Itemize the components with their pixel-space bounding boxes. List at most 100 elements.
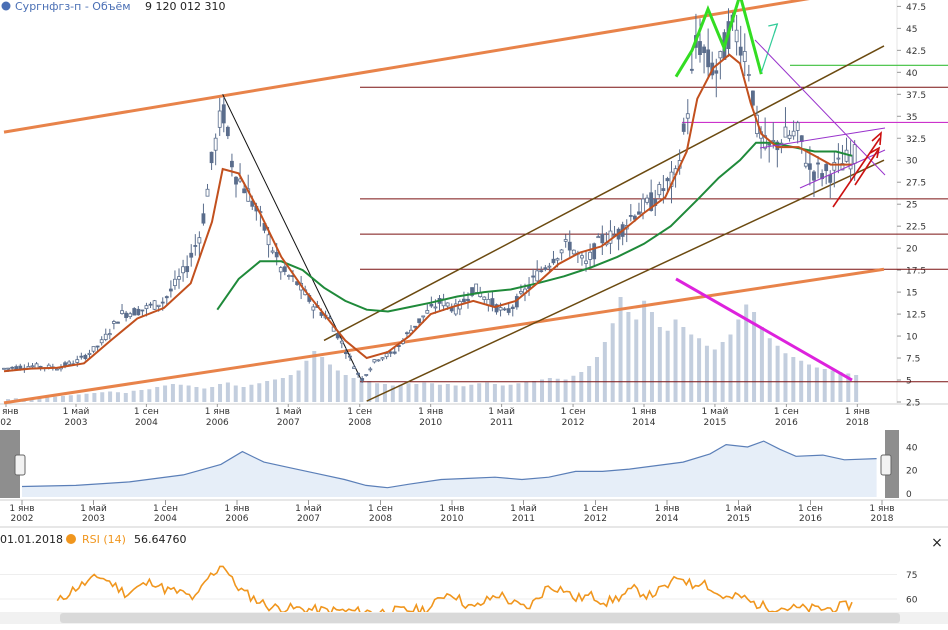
volume-bar [155,387,160,402]
candle-body [470,287,474,296]
drawings-group [674,0,886,208]
candle-body [417,318,422,323]
y-tick-label: 42.5 [906,47,926,57]
navigator-x-label: 1 май [510,504,537,514]
volume-bar [367,381,372,402]
rsi-marker-icon [66,534,76,544]
candle-body [433,306,438,309]
candle-body [242,188,247,194]
candle-body [502,308,507,311]
candle-body [832,162,837,171]
volume-bar [469,384,474,402]
candle-body [140,309,145,312]
candle-body [543,267,548,270]
volume-bar [320,357,325,402]
y-tick-label: 7.5 [906,355,920,365]
volume-bar [422,382,427,402]
candle-body [588,251,593,260]
volume-bar [68,395,73,402]
rsi-value-label: 56.64760 [134,533,187,546]
lower-brown-channel-line [366,159,885,402]
candle-body [628,215,633,217]
lower-orange-trendline [3,267,885,405]
candle-body [844,149,849,162]
candle-body [335,333,340,339]
candle-body [55,368,59,371]
candle-body [99,339,104,344]
violet-wedge-mid-line [759,127,886,149]
candle-body [742,51,747,62]
navigator-area-fill [22,441,877,497]
red-arrow-line [832,137,881,208]
y-tick-label: 47.5 [906,3,926,13]
candle-body [510,306,515,309]
candle-body [795,122,800,131]
candle-body [567,241,572,251]
navigator-right-handle[interactable] [880,454,892,476]
red-arrow-head-2 [869,146,881,159]
x-axis-label: 1 май [63,407,90,417]
candle-body [205,188,210,197]
x-axis-label: 02 [0,418,11,428]
candle-body [498,307,503,311]
candle-body [596,236,601,239]
close-icon[interactable]: × [931,535,943,551]
volume-bar [618,297,623,402]
volume-bar [846,373,851,402]
price-candles-group [2,8,857,383]
candle-body [384,353,389,358]
violet-wedge-lower-line [799,149,886,189]
candle-body [181,266,185,274]
candle-body [559,249,564,254]
x-axis-label: 2007 [277,418,300,428]
scrollbar-thumb[interactable] [60,613,900,623]
volume-bar [665,330,670,402]
y-tick-label: 25 [906,201,917,211]
candle-body [600,233,605,244]
candle-body [168,288,173,292]
teal-arrow-head [768,23,779,34]
candle-body [645,197,649,203]
volume-bar [736,319,741,402]
candle-body [836,157,841,160]
candle-body [103,333,108,340]
candle-body [270,250,275,253]
candle-body [547,265,552,268]
volume-bar [555,378,560,402]
candle-body [368,368,373,371]
trend-lines-group [3,0,885,405]
candle-body [425,310,430,314]
candle-body [356,372,361,375]
volume-bar [257,383,262,402]
volume-bar [273,379,278,402]
navigator-right-handle-area[interactable] [885,430,899,498]
candle-body [824,164,829,172]
volume-bar [453,385,458,402]
volume-bar [288,375,293,402]
volume-bar [178,384,183,402]
candle-body [234,176,238,185]
candle-body [380,357,385,360]
volume-bar [359,379,364,402]
y-tick-label: 20 [906,245,918,255]
candle-body [807,163,812,170]
candle-body [665,178,670,182]
navigator-left-handle-area[interactable] [0,430,20,498]
candle-body [519,291,523,294]
x-axis-label: 1 янв [205,407,230,417]
volume-bar [414,384,419,402]
candle-body [201,213,206,224]
volume-bar [492,384,497,402]
volume-bar [704,345,709,402]
x-axis-label: 1 май [275,407,302,417]
volume-bar [634,319,639,402]
candle-body [714,70,719,74]
navigator-x-label: 2012 [584,514,607,524]
navigator-left-handle[interactable] [14,454,26,476]
navigator-x-label: 2010 [441,514,464,524]
navigator-x-label: 2016 [799,514,822,524]
volume-bar [296,370,301,402]
candle-body [405,332,409,335]
volume-bar [830,370,835,402]
